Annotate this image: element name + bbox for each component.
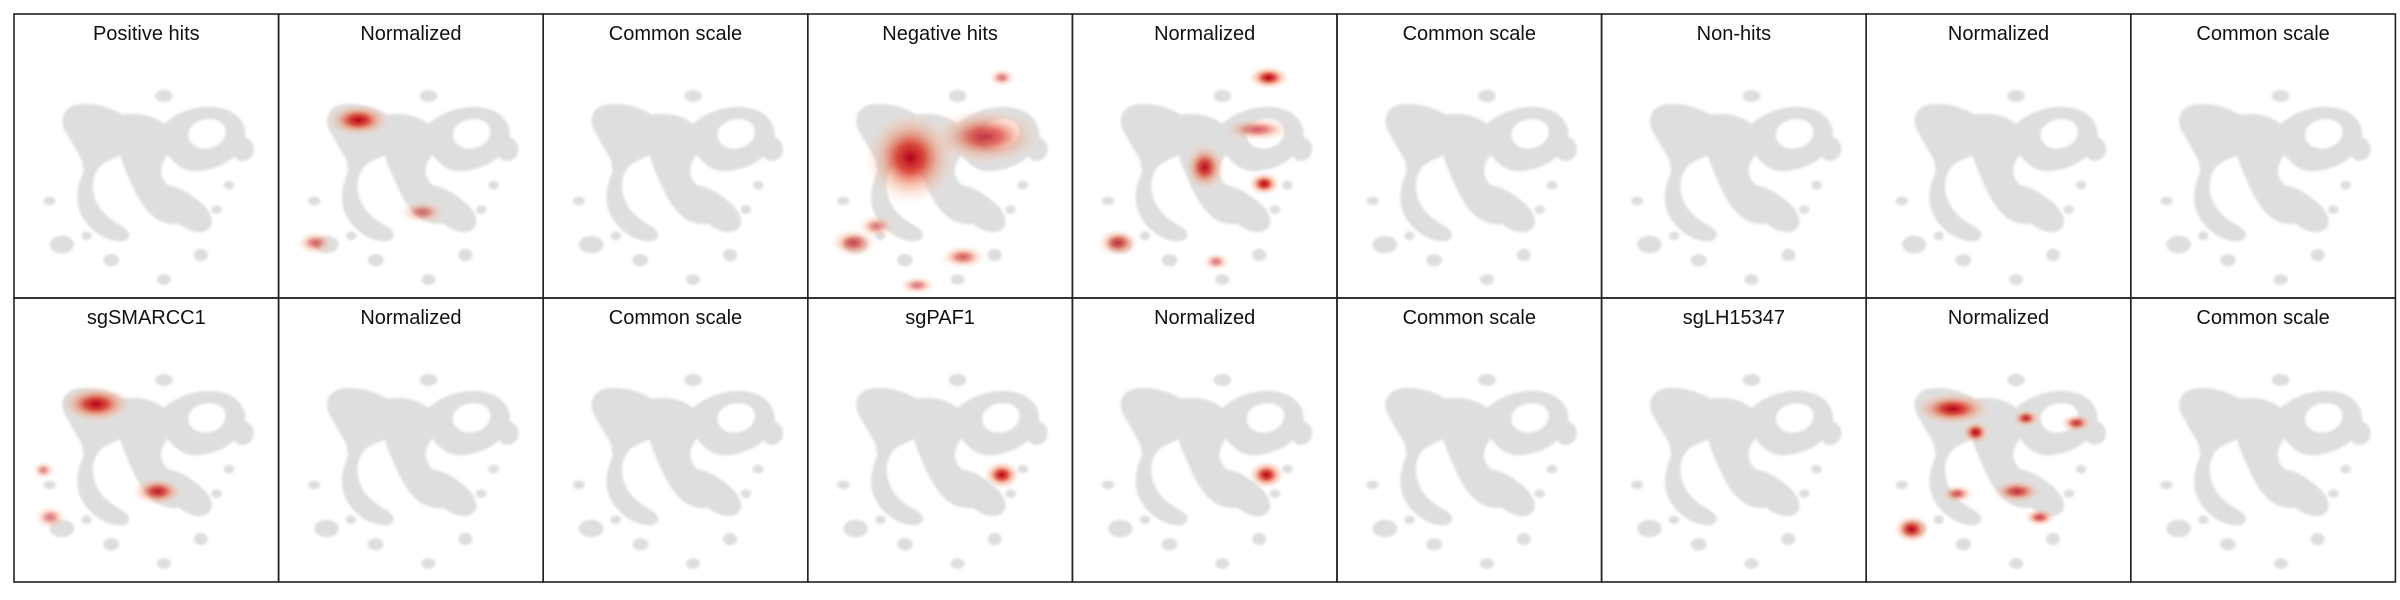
density-hotspot [1097, 228, 1139, 257]
panel-title: Normalized [1154, 23, 1255, 45]
density-hotspot [1248, 65, 1290, 90]
umap-cells [572, 373, 784, 569]
panel-title: Positive hits [93, 23, 200, 45]
panel-title: Normalized [360, 23, 461, 45]
density-hotspot [1941, 484, 1974, 504]
panel-5: Normalized [1071, 13, 1338, 299]
umap-cells [1366, 89, 1577, 285]
density-hotspot [988, 68, 1016, 88]
density-hotspot [2012, 408, 2040, 428]
panel-12: Common scale [542, 297, 809, 583]
umap-cells [1895, 89, 2107, 285]
panel-3: Common scale [542, 13, 809, 299]
panel-title: Common scale [609, 23, 742, 45]
density-hotspot [1991, 479, 2042, 504]
density-hotspot [1184, 143, 1226, 191]
panel-title: Common scale [1403, 307, 1536, 329]
panel-title: Common scale [1403, 23, 1536, 45]
panel-18: Common scale [2130, 297, 2397, 583]
umap-cells [1631, 373, 1842, 569]
panel-17: Normalized [1865, 297, 2132, 583]
density-hotspot [1222, 117, 1292, 142]
density-hotspot [399, 200, 446, 224]
density-hotspot [930, 108, 1041, 165]
panel-8: Normalized [1865, 13, 2132, 299]
density-hotspot [32, 460, 55, 480]
umap-cells [2160, 373, 2371, 569]
panel-title: Non-hits [1697, 23, 1771, 45]
density-hotspot [1202, 252, 1230, 272]
panel-2: Normalized [277, 13, 545, 299]
panel-title: Negative hits [882, 23, 998, 45]
panel-13: sgPAF1 [806, 297, 1074, 583]
density-hotspot [1248, 460, 1285, 490]
panel-7: Non-hits [1600, 13, 1867, 299]
panel-title: Normalized [360, 307, 461, 329]
panel-frame [2130, 297, 2397, 583]
density-hotspot [2060, 413, 2093, 433]
panel-title: Normalized [1154, 307, 1255, 329]
density-hotspot [830, 228, 877, 257]
density-hotspot [1961, 420, 1990, 445]
density-hotspot [2023, 507, 2056, 527]
umap-cells [1631, 89, 1842, 285]
panel-9: Common scale [2130, 13, 2397, 299]
density-hotspot [59, 385, 133, 423]
density-hotspot [983, 460, 1021, 490]
density-hotspot [1913, 392, 1992, 426]
panel-title: Common scale [2196, 23, 2329, 45]
density-hotspot [34, 505, 67, 530]
density-hotspot [132, 477, 183, 506]
density-hotspot [898, 275, 936, 295]
panel-6: Common scale [1336, 13, 1603, 299]
panel-11: Normalized [277, 297, 545, 583]
umap-cells [43, 89, 254, 285]
panel-16: sgLH15347 [1600, 297, 1867, 583]
panel-title: Common scale [609, 307, 742, 329]
panel-title: Common scale [2196, 307, 2329, 329]
umap-cells [308, 373, 519, 569]
density-hotspot [326, 103, 391, 137]
panel-title: sgSMARCC1 [87, 307, 206, 329]
density-hotspot [1893, 515, 1930, 544]
panel-title: sgPAF1 [905, 307, 975, 329]
panel-4: Negative hits [806, 13, 1074, 299]
umap-cells [1366, 373, 1577, 569]
panel-14: Normalized [1071, 297, 1338, 583]
density-hotspot [1248, 172, 1281, 196]
panel-10: sgSMARCC1 [13, 297, 280, 583]
density-hotspot [857, 214, 895, 239]
density-hotspot [940, 245, 986, 269]
panel-15: Common scale [1336, 297, 1603, 583]
density-hotspot [296, 231, 334, 255]
umap-cells [572, 89, 784, 285]
panel-title: sgLH15347 [1683, 307, 1785, 329]
umap-cells [2160, 89, 2371, 285]
panel-1: Positive hits [13, 13, 280, 299]
panel-title: Normalized [1948, 307, 2049, 329]
panel-title: Normalized [1948, 23, 2049, 45]
